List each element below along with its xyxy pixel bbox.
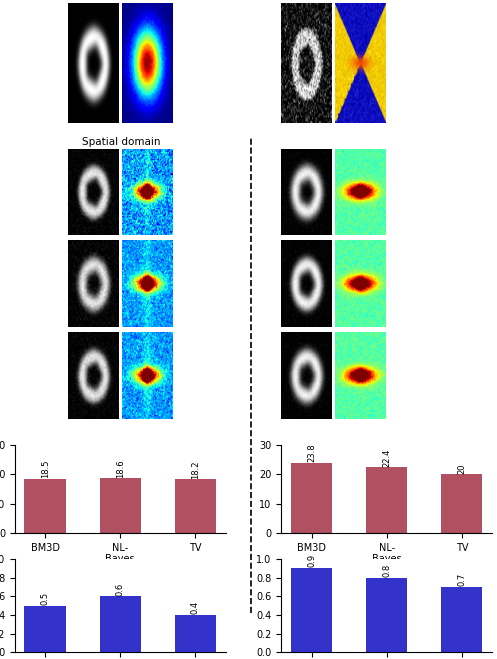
Bar xyxy=(441,474,483,533)
Text: 0.4: 0.4 xyxy=(191,601,200,614)
Bar xyxy=(441,587,483,652)
Bar xyxy=(99,478,141,533)
Bar xyxy=(99,596,141,652)
Text: Spatial domain: Spatial domain xyxy=(82,137,161,147)
Text: 18.5: 18.5 xyxy=(41,459,50,478)
Text: 22.4: 22.4 xyxy=(382,448,391,467)
Text: 0.7: 0.7 xyxy=(457,573,466,586)
Bar xyxy=(291,463,332,533)
Text: 0.9: 0.9 xyxy=(307,554,316,567)
Bar xyxy=(366,467,408,533)
Text: 0.8: 0.8 xyxy=(382,563,391,577)
Bar xyxy=(174,615,216,652)
Bar xyxy=(24,478,66,533)
Text: 0.6: 0.6 xyxy=(116,583,125,596)
Bar xyxy=(366,577,408,652)
Bar xyxy=(291,568,332,652)
Text: 20: 20 xyxy=(457,463,466,474)
Text: 18.6: 18.6 xyxy=(116,459,125,478)
Text: 18.2: 18.2 xyxy=(191,461,200,479)
Bar xyxy=(174,480,216,533)
Text: 23.8: 23.8 xyxy=(307,444,316,463)
Bar xyxy=(24,606,66,652)
Text: 0.5: 0.5 xyxy=(41,592,50,605)
